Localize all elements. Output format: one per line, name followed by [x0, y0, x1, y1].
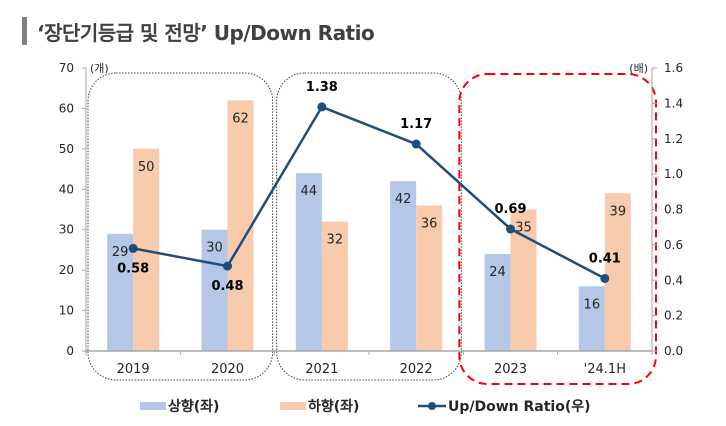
- right-tick-label: 0.4: [664, 273, 683, 287]
- legend-item-down: 하향(좌): [280, 396, 359, 416]
- title-accent-bar: [22, 17, 27, 45]
- left-tick-label: 60: [59, 101, 74, 115]
- legend-label-ratio: Up/Down Ratio(우): [448, 399, 591, 415]
- ratio-point: [128, 243, 138, 253]
- legend-label-down: 하향(좌): [308, 399, 360, 415]
- right-tick-label: 0.8: [664, 203, 683, 217]
- legend-swatch-down: [280, 402, 306, 410]
- bar-label: 32: [327, 233, 344, 248]
- legend-item-up: 상향(좌): [140, 396, 219, 416]
- left-tick-label: 20: [59, 263, 74, 277]
- chart-title-block: ‘장단기등급 및 전망’ Up/Down Ratio: [22, 14, 375, 48]
- ratio-point: [506, 224, 515, 234]
- legend: 상향(좌) 하향(좌) Up/Down Ratio(우): [0, 396, 726, 418]
- bar-down: [510, 209, 537, 351]
- bar-label: 62: [232, 111, 249, 126]
- group-box-0: [87, 72, 274, 381]
- x-category-label: '24.1H: [584, 362, 626, 377]
- bar-up: [201, 229, 228, 351]
- legend-line-marker-icon: [418, 402, 446, 410]
- x-category-label: 2021: [305, 362, 338, 377]
- left-tick-label: 0: [66, 344, 74, 358]
- bar-label: 39: [610, 204, 627, 219]
- bar-down: [321, 221, 348, 351]
- ratio-label: 1.17: [400, 117, 432, 132]
- ratio-line: [132, 105, 606, 280]
- ratio-point: [600, 273, 610, 283]
- right-tick-label: 1.4: [664, 96, 683, 110]
- chart-title: ‘장단기등급 및 전망’ Up/Down Ratio: [37, 20, 375, 45]
- right-tick-label: 0.2: [664, 309, 683, 323]
- right-tick-label: 0.0: [664, 344, 683, 358]
- left-axis-unit: (개): [90, 62, 109, 75]
- right-tick-label: 0.6: [664, 238, 683, 252]
- bar-label: 29: [112, 245, 129, 260]
- bar-up: [107, 233, 134, 351]
- legend-swatch-up: [140, 402, 166, 410]
- ratio-label: 1.38: [306, 80, 338, 95]
- ratio-label: 0.41: [589, 251, 621, 266]
- ratio-label: 0.69: [494, 202, 526, 217]
- x-category-label: 2022: [400, 362, 433, 377]
- right-tick-label: 1.6: [664, 61, 683, 75]
- x-category-label: 2020: [211, 362, 244, 377]
- bar-label: 42: [395, 192, 412, 207]
- x-category-label: 2023: [494, 362, 527, 377]
- group-box-1: [276, 72, 462, 381]
- legend-label-up: 상향(좌): [168, 399, 220, 415]
- bar-label: 36: [421, 216, 438, 231]
- bar-label: 35: [515, 221, 532, 236]
- bar-label: 50: [138, 160, 155, 175]
- left-tick-label: 10: [59, 304, 74, 318]
- ratio-point: [223, 261, 232, 271]
- ratio-label: 0.48: [211, 279, 243, 294]
- right-tick-label: 1.0: [664, 167, 683, 181]
- right-axis-unit: (배): [629, 62, 648, 75]
- bar-up: [390, 181, 417, 351]
- bar-label: 24: [489, 265, 506, 280]
- left-tick-label: 40: [59, 182, 74, 196]
- x-category-label: 2019: [117, 362, 150, 377]
- ratio-label: 0.58: [117, 261, 149, 276]
- legend-item-ratio: Up/Down Ratio(우): [418, 396, 591, 416]
- bar-up: [578, 286, 605, 351]
- ratio-point: [317, 102, 327, 112]
- bar-label: 44: [301, 184, 318, 199]
- left-tick-label: 50: [59, 142, 74, 156]
- left-tick-label: 70: [59, 61, 74, 75]
- bar-down: [604, 193, 631, 351]
- ratio-point: [411, 139, 421, 149]
- bar-up: [484, 253, 511, 351]
- bar-label: 16: [584, 297, 601, 312]
- bar-label: 30: [206, 241, 223, 256]
- right-tick-label: 1.2: [664, 132, 683, 146]
- bar-down: [227, 100, 254, 351]
- bar-down: [416, 205, 443, 351]
- bar-up: [295, 173, 322, 351]
- left-tick-label: 30: [59, 223, 74, 237]
- group-box-2: [458, 73, 658, 385]
